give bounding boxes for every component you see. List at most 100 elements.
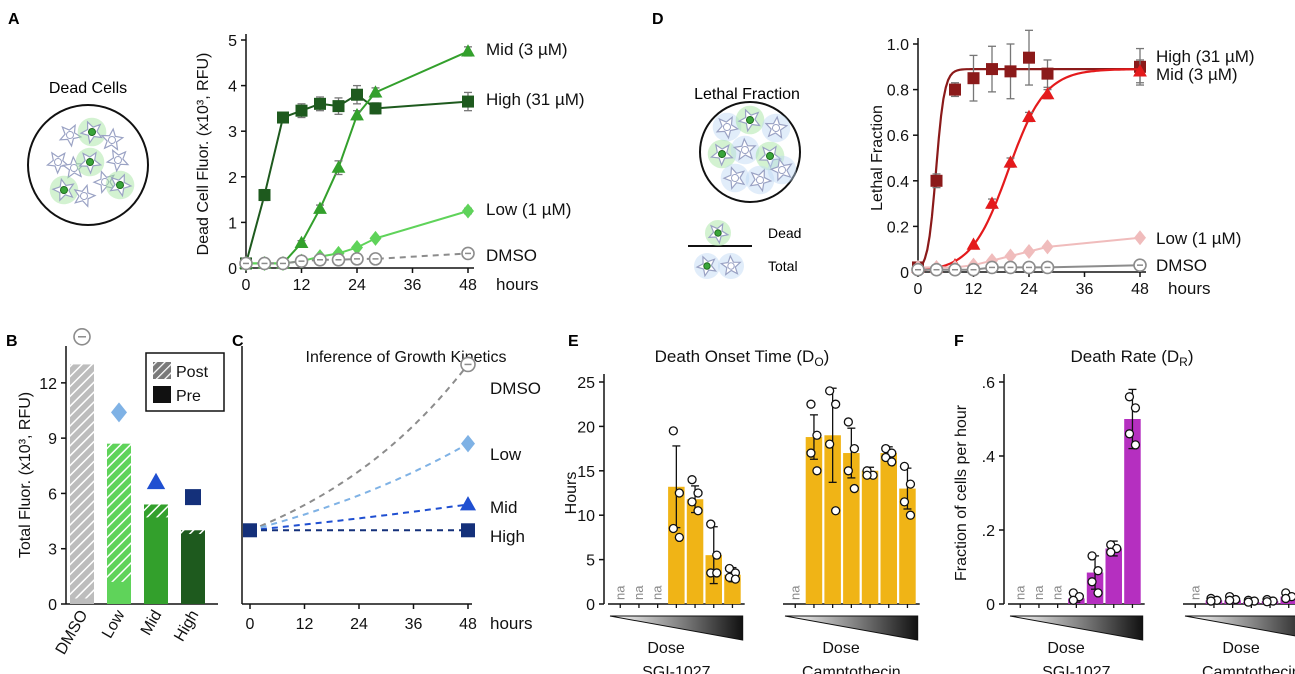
- cell-nucleus: [771, 123, 781, 133]
- data-point-square: [930, 174, 943, 187]
- dead-cell-icon: [75, 147, 105, 177]
- replicate-point: [843, 466, 853, 476]
- bar: [861, 470, 879, 604]
- growth-curve: [249, 503, 469, 532]
- compound-label: SGI-1027: [1042, 664, 1111, 674]
- live-cell-icon: [767, 155, 797, 185]
- bar-pre: [107, 581, 131, 604]
- compound-label: SGI-1027: [642, 664, 711, 674]
- y-tick-label: 3: [48, 542, 57, 559]
- replicate-point: [905, 510, 916, 520]
- data-point-square: [314, 97, 326, 110]
- data-point-circle: [257, 256, 272, 271]
- y-tick-label: 1.0: [887, 37, 909, 54]
- replicate-point: [1243, 597, 1253, 607]
- legend-swatch-pre: [153, 386, 171, 403]
- dose-wedge: [609, 615, 744, 641]
- live-cell-icon: [45, 151, 70, 175]
- dead-cell-icon: [735, 105, 765, 135]
- panel-letter-e: E: [568, 333, 579, 350]
- dose-wedge: [1009, 615, 1144, 641]
- cells-lethal-d: [707, 105, 797, 195]
- replicate-point: [693, 488, 703, 498]
- data-point-square: [1004, 65, 1017, 78]
- data-point-square: [277, 111, 289, 124]
- data-point-square: [986, 63, 998, 76]
- category-label: Mid: [138, 608, 166, 639]
- bar: [1124, 419, 1141, 604]
- cell-nucleus: [745, 115, 755, 125]
- replicate-point: [693, 506, 703, 516]
- dose-label: Dose: [1222, 640, 1259, 657]
- replicate-point: [1206, 596, 1216, 606]
- x-tick-label: 36: [1076, 281, 1094, 298]
- data-point-circle: [1040, 260, 1055, 275]
- data-point-triangle: [350, 108, 364, 121]
- y-tick-label: 0: [48, 597, 57, 614]
- live-cell-icon: [720, 163, 750, 193]
- bar-pre: [144, 517, 168, 604]
- data-point-diamond: [1134, 230, 1146, 246]
- na-label: na: [787, 585, 802, 600]
- dose-label: Dose: [647, 640, 684, 657]
- x-tick-label: 12: [965, 281, 983, 298]
- replicate-point: [843, 417, 853, 427]
- replicate-point: [862, 470, 872, 480]
- data-point-triangle: [1133, 64, 1147, 77]
- y-tick-label: .2: [982, 523, 995, 540]
- chart-title: Death Rate (DR): [1070, 347, 1193, 369]
- replicate-point: [831, 506, 841, 516]
- data-point-circle: [1022, 260, 1036, 275]
- replicate-point: [831, 399, 841, 409]
- legend-label-post: Post: [176, 364, 209, 381]
- bar-pre: [181, 533, 205, 604]
- data-point-triangle: [1040, 86, 1055, 100]
- data-point-circle: [276, 256, 290, 271]
- growth-curve: [249, 363, 469, 532]
- initial-marker-diamond: [111, 402, 127, 423]
- dead-label: Dead: [768, 225, 801, 241]
- data-point-diamond: [351, 239, 363, 255]
- y-tick-label: 3: [228, 124, 237, 141]
- data-point-square: [462, 95, 474, 108]
- bar: [1105, 548, 1122, 604]
- cell-nucleus: [765, 151, 775, 161]
- cell-nucleus: [69, 163, 79, 173]
- cell-nucleus: [755, 175, 765, 185]
- cell-nucleus: [113, 155, 123, 165]
- lethal-fraction-caption: Lethal Fraction: [694, 86, 800, 103]
- panel-letter-c: C: [232, 333, 244, 350]
- cell-nucleus: [79, 191, 89, 201]
- bar: [805, 437, 823, 604]
- cell-nucleus: [717, 149, 727, 159]
- y-tick-label: .4: [982, 449, 995, 466]
- replicate-point: [1225, 595, 1235, 605]
- lethal-fraction-illustration: Lethal Fraction Dead Total: [688, 86, 801, 279]
- end-marker-square: [461, 523, 475, 538]
- cell-nucleus: [727, 262, 735, 270]
- replicate-point: [881, 443, 891, 454]
- data-point-diamond: [1004, 248, 1017, 264]
- replicate-point: [1124, 392, 1135, 402]
- panel-letter-b: B: [6, 333, 18, 350]
- dead-cell-icon: [755, 141, 785, 171]
- na-label: na: [612, 585, 627, 600]
- data-point-circle: [368, 252, 383, 266]
- replicate-point: [668, 426, 678, 436]
- series-label: DMSO: [486, 246, 537, 265]
- cell-nucleus: [87, 127, 97, 137]
- data-point-circle: [948, 262, 962, 277]
- replicate-point: [1130, 440, 1141, 450]
- replicate-point: [1068, 595, 1078, 605]
- replicate-point: [1093, 566, 1103, 576]
- y-tick-label: 6: [48, 486, 57, 503]
- series-label: Mid (3 µM): [1156, 65, 1238, 84]
- series-label: Low (1 µM): [486, 200, 571, 219]
- data-point-square: [258, 189, 271, 202]
- replicate-point: [905, 479, 916, 489]
- chart-title-subscript: O: [814, 355, 823, 369]
- y-tick-label: 5: [586, 553, 595, 570]
- x-axis-label: hours: [496, 275, 539, 294]
- na-label: na: [1031, 585, 1046, 600]
